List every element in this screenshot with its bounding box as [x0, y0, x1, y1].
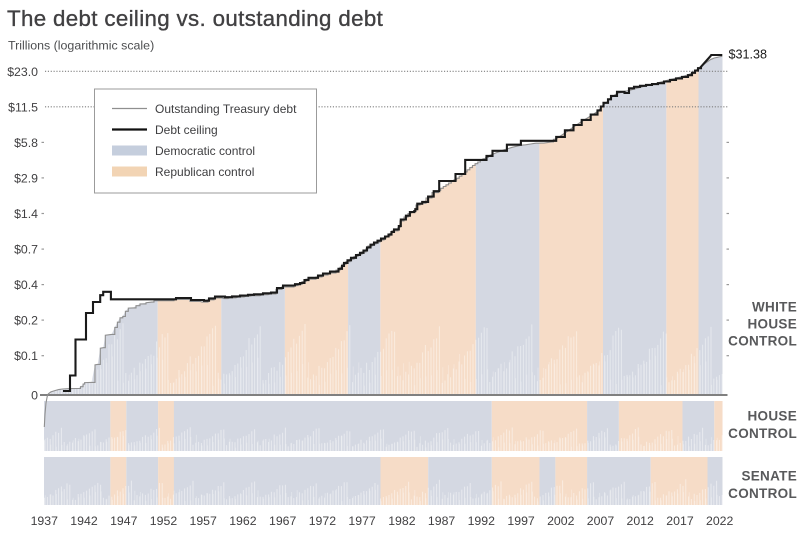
svg-text:1992: 1992	[468, 514, 496, 528]
svg-text:1977: 1977	[348, 514, 376, 528]
svg-text:2012: 2012	[627, 514, 655, 528]
svg-text:$0.4: $0.4	[14, 278, 38, 292]
svg-text:$23.0: $23.0	[7, 65, 38, 79]
svg-text:$5.8: $5.8	[14, 136, 38, 150]
svg-text:$31.38: $31.38	[729, 47, 768, 61]
svg-text:$0.2: $0.2	[14, 314, 38, 328]
svg-text:1972: 1972	[309, 514, 337, 528]
svg-text:1997: 1997	[507, 514, 535, 528]
svg-text:2007: 2007	[587, 514, 615, 528]
svg-text:2017: 2017	[666, 514, 694, 528]
svg-text:CONTROL: CONTROL	[728, 426, 797, 441]
svg-text:Republican control: Republican control	[155, 165, 254, 179]
svg-text:CONTROL: CONTROL	[728, 334, 797, 349]
svg-text:SENATE: SENATE	[741, 469, 797, 484]
svg-text:WHITE: WHITE	[752, 300, 797, 315]
svg-text:1947: 1947	[110, 514, 138, 528]
svg-text:$2.9: $2.9	[14, 171, 38, 185]
svg-text:2022: 2022	[706, 514, 734, 528]
svg-text:2002: 2002	[547, 514, 575, 528]
svg-text:$0.7: $0.7	[14, 243, 38, 257]
svg-text:1987: 1987	[428, 514, 456, 528]
svg-text:1942: 1942	[70, 514, 98, 528]
svg-text:1967: 1967	[269, 514, 297, 528]
svg-text:HOUSE: HOUSE	[747, 409, 797, 424]
svg-text:The debt ceiling vs. outstandi: The debt ceiling vs. outstanding debt	[7, 6, 384, 31]
svg-text:1957: 1957	[190, 514, 218, 528]
svg-text:CONTROL: CONTROL	[728, 486, 797, 501]
svg-text:$0.1: $0.1	[14, 349, 38, 363]
svg-text:Outstanding Treasury debt: Outstanding Treasury debt	[155, 102, 297, 116]
svg-text:1962: 1962	[229, 514, 257, 528]
svg-text:$11.5: $11.5	[8, 100, 38, 114]
svg-text:0: 0	[31, 389, 38, 403]
svg-text:1937: 1937	[31, 514, 59, 528]
svg-text:1982: 1982	[388, 514, 416, 528]
svg-text:HOUSE: HOUSE	[747, 317, 797, 332]
svg-text:Debt ceiling: Debt ceiling	[155, 123, 218, 137]
svg-text:1952: 1952	[150, 514, 178, 528]
svg-text:Trillions (logarithmic scale): Trillions (logarithmic scale)	[8, 39, 154, 53]
svg-text:Democratic control: Democratic control	[155, 144, 255, 158]
svg-text:$1.4: $1.4	[14, 207, 38, 221]
